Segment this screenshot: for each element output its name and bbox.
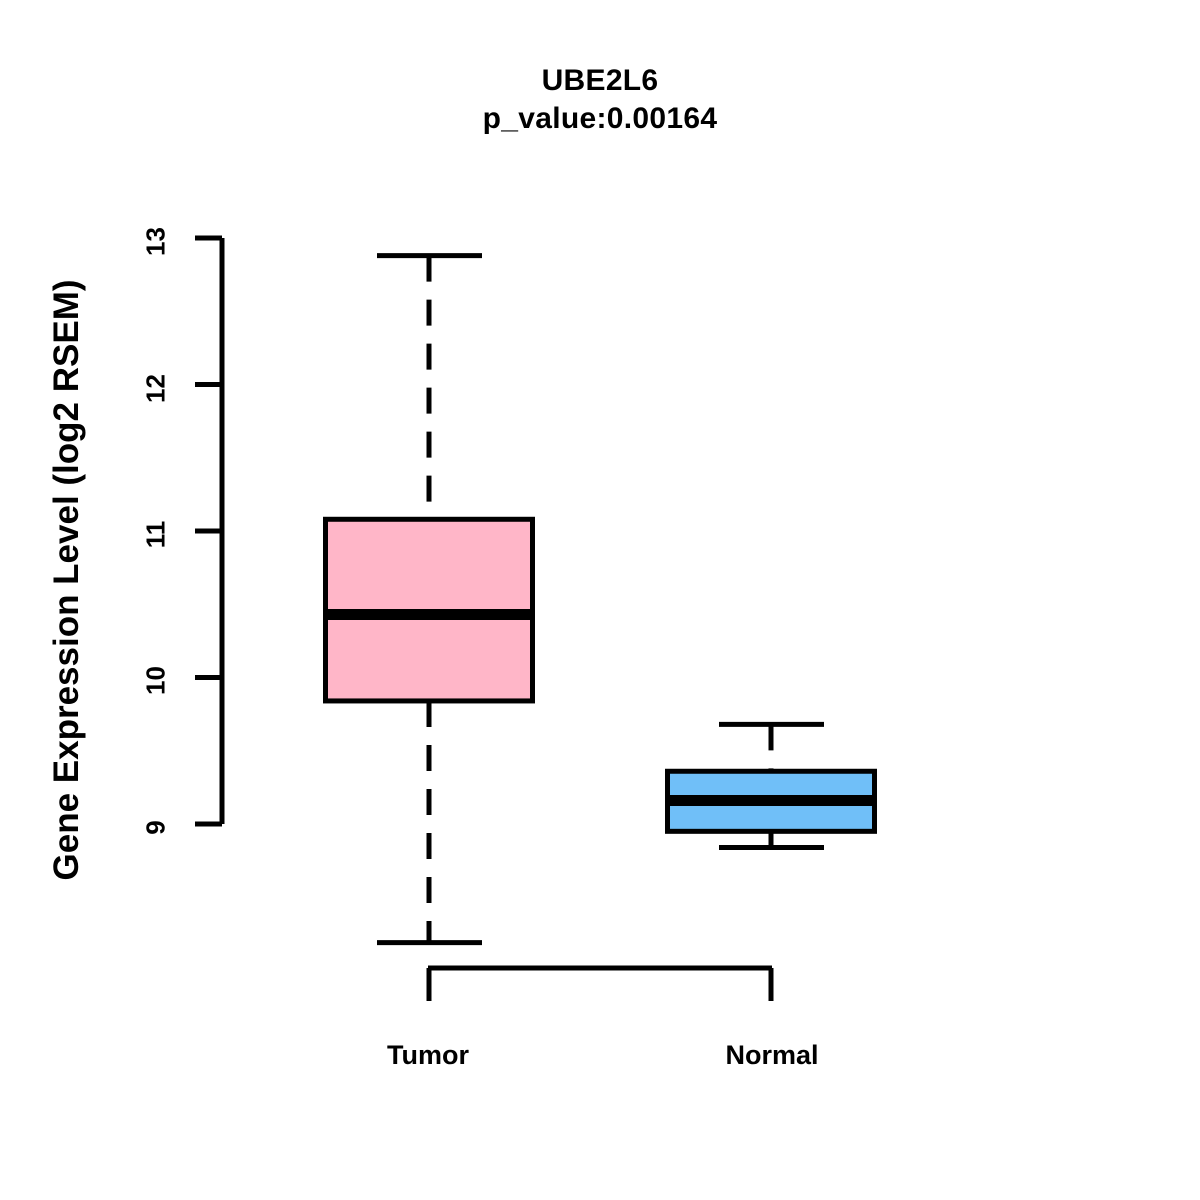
- y-axis: [195, 235, 225, 827]
- box-tumor: [323, 253, 535, 946]
- x-tick-label-tumor: Tumor: [387, 1040, 469, 1070]
- x-tick-label-normal: Normal: [725, 1040, 819, 1070]
- box-normal: [665, 721, 877, 850]
- x-axis: [426, 965, 774, 1001]
